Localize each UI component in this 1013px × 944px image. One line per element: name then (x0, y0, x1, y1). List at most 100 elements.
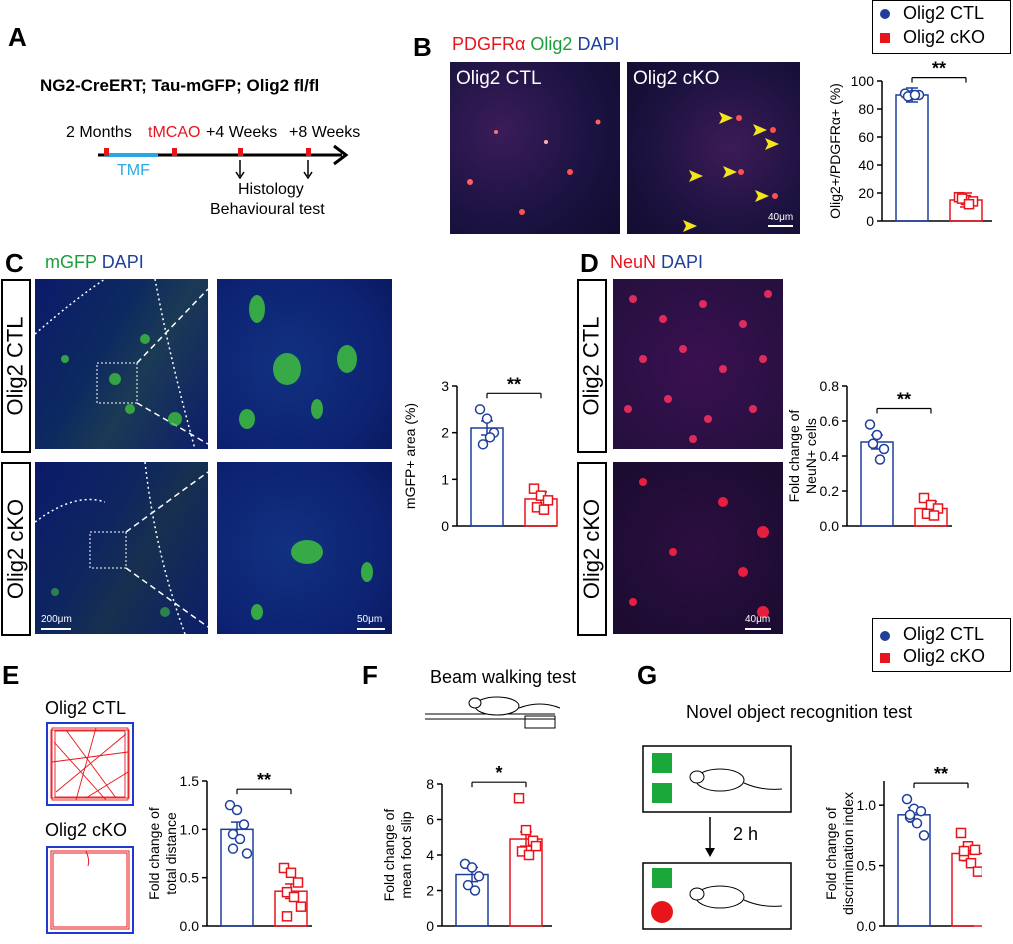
stain-legend-c: mGFP DAPI (45, 252, 144, 273)
data-point (542, 495, 554, 506)
openfield-track-cko (46, 846, 134, 934)
beam-mouse-illustration (425, 696, 561, 729)
y-tick-label: 8 (426, 776, 434, 792)
panel-label-e: E (2, 660, 20, 690)
data-point (227, 843, 239, 854)
y-tick-label: 20 (858, 185, 874, 201)
nor-delay-arrow (705, 817, 715, 857)
stain-dapi-b: DAPI (577, 34, 620, 54)
y-tick-label: 0.0 (820, 518, 840, 534)
scale-bar-d (745, 628, 771, 630)
y-tick-label: 1 (441, 471, 449, 487)
histology-label: Histology (238, 181, 304, 198)
stain-dapi-c: DAPI (101, 252, 144, 272)
micrograph-c-cko-low: 200μm (35, 462, 208, 634)
row-label-d-ctl: Olig2 CTL (577, 279, 607, 453)
micrograph-b-cko-label: Olig2 cKO (633, 68, 720, 89)
data-point (473, 871, 485, 882)
data-point (915, 805, 927, 817)
openfield-cko-title: Olig2 cKO (45, 820, 128, 840)
y-tick-label: 100 (851, 73, 875, 89)
data-point (878, 443, 890, 455)
legend-bottom: Olig2 CTL Olig2 cKO (872, 618, 1011, 672)
y-axis-label: mean foot slip (398, 811, 414, 898)
micrograph-b-ctl: Olig2 CTL (450, 62, 620, 234)
y-axis-label: Fold change of (146, 807, 162, 900)
legend-cko-marker (880, 33, 890, 43)
data-point (867, 438, 879, 449)
timepoint-8-weeks: +8 Weeks (289, 124, 361, 141)
legend-ctl-marker-2 (880, 631, 890, 641)
bar-ctl (860, 441, 894, 527)
stain-legend-b: PDGFRα Olig2 DAPI (452, 34, 619, 55)
tmf-label: TMF (117, 162, 150, 179)
micrograph-b-cko: Olig2 cKO 40μm (627, 62, 800, 234)
y-tick-label: 4 (426, 847, 434, 863)
panel-label-f: F (362, 660, 378, 690)
data-point (958, 845, 970, 857)
y-tick-label: 0.6 (820, 413, 840, 429)
data-point (227, 828, 239, 840)
data-point (918, 830, 930, 841)
data-point (928, 510, 940, 521)
row-label-c-ctl: Olig2 CTL (1, 279, 31, 453)
scale-bar-c1 (41, 628, 71, 630)
data-point (874, 454, 886, 465)
micrograph-b-ctl-cells (467, 119, 601, 215)
scale-bar-b (768, 225, 793, 227)
data-point (285, 867, 297, 879)
timepoint-2-months: 2 Months (66, 124, 132, 141)
y-tick-label: 2 (441, 425, 449, 441)
significance-label: ** (934, 764, 948, 784)
data-point (956, 193, 968, 204)
data-point (295, 901, 307, 912)
genotype-title: NG2-CreERT; Tau-mGFP; Olig2 fl/fl (40, 76, 320, 95)
chart-g: 0.0 0.5 1.0 Fold change of discrimination in… (823, 764, 982, 934)
micrograph-b-cko-arrows (683, 112, 779, 232)
significance-label: * (495, 763, 502, 783)
y-tick-label: 0 (866, 213, 874, 229)
y-tick-label: 1.0 (180, 821, 200, 837)
data-point (484, 432, 496, 443)
y-axis-label: Fold change of (823, 807, 839, 900)
data-point (288, 891, 300, 903)
y-tick-label: 0.8 (820, 378, 840, 394)
micrograph-d-ctl (613, 279, 783, 449)
data-point (963, 198, 975, 210)
y-axis-label: total distance (163, 812, 179, 895)
legend-ctl-label-2: Olig2 CTL (903, 624, 985, 644)
y-tick-label: 0.5 (180, 870, 200, 886)
legend-cko-marker-2 (880, 653, 890, 663)
scale-bar-c2 (357, 628, 385, 630)
openfield-track-ctl (46, 722, 134, 806)
data-point (911, 818, 923, 829)
y-axis-label: Fold change of (786, 410, 802, 503)
stain-pdgfra: PDGFRα (452, 34, 526, 54)
data-point (513, 792, 525, 804)
data-point (530, 840, 542, 852)
y-tick-label: 0.0 (857, 918, 877, 934)
data-point (231, 804, 243, 816)
panel-label-g: G (637, 660, 658, 690)
data-point (469, 885, 481, 896)
y-tick-label: 1.5 (180, 773, 200, 789)
panel-label-d: D (580, 248, 599, 278)
y-axis-label: discrimination index (840, 792, 856, 915)
nor-delay-label: 2 h (733, 824, 759, 844)
y-axis-label: NeuN+ cells (803, 418, 819, 494)
chart-f: 0 2 4 6 8 Fold change of mean foot slip * (381, 763, 552, 934)
scale-label-c2: 50μm (357, 614, 383, 625)
data-point (224, 799, 236, 811)
data-point (955, 827, 967, 839)
stain-legend-d: NeuN DAPI (610, 252, 703, 273)
y-tick-label: 0 (426, 918, 434, 934)
row-label-d-cko: Olig2 cKO (577, 462, 607, 636)
data-point (909, 89, 921, 101)
nor-test-title: Novel object recognition test (686, 702, 913, 722)
y-tick-label: 3 (441, 378, 449, 394)
y-tick-label: 0.0 (180, 918, 200, 934)
stain-dapi-d: DAPI (661, 252, 704, 272)
significance-label: ** (932, 59, 946, 79)
timepoint-tmcao: tMCAO (148, 124, 201, 141)
legend-cko-label: Olig2 cKO (903, 27, 986, 47)
